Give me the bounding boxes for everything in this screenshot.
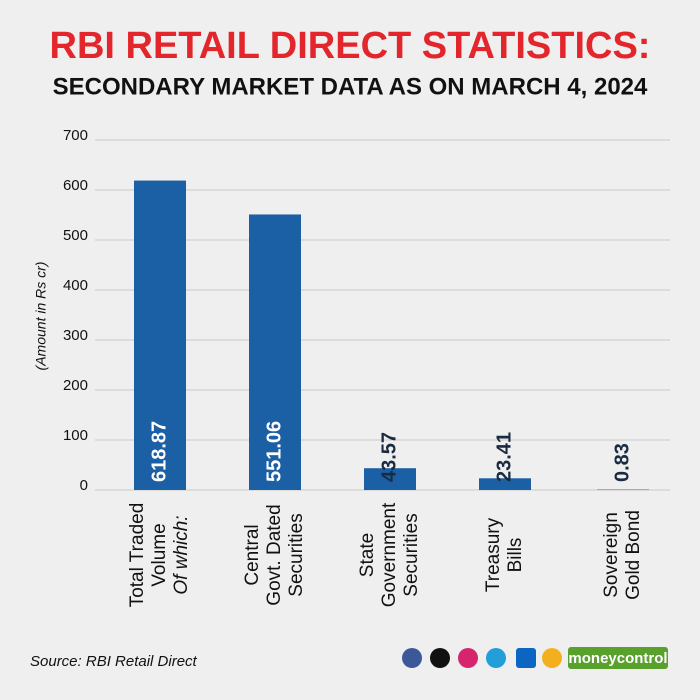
bar (134, 180, 186, 490)
y-tick-label: 0 (80, 477, 88, 494)
y-axis-label: (Amount in Rs cr) (33, 262, 49, 371)
x-tick-label-line: Treasury (483, 517, 504, 592)
icon[interactable] (486, 648, 506, 668)
x-tick-label-line: Of which: (171, 515, 192, 594)
x-tick-label-line: Sovereign (601, 512, 622, 598)
y-tick-label: 400 (63, 277, 88, 294)
social-icons: moneycontrol (402, 647, 668, 669)
icon[interactable] (516, 648, 536, 668)
source: Source: RBI Retail Direct (30, 653, 198, 670)
y-tick-label: 100 (63, 427, 88, 444)
icon[interactable] (458, 648, 478, 668)
chart-title: RBI RETAIL DIRECT STATISTICS: (50, 25, 651, 67)
x-tick-label-line: Bills (505, 538, 526, 573)
x-tick-label-line: Central (242, 524, 263, 585)
bar (364, 468, 416, 490)
value-label: 43.57 (378, 432, 400, 482)
x-tick-label: CentralGovt. DatedSecurities (242, 504, 307, 605)
bar (249, 214, 301, 490)
x-tick-label: StateGovernmentSecurities (357, 502, 422, 607)
x-tick-label-line: Govt. Dated (264, 504, 285, 605)
y-tick-label: 200 (63, 377, 88, 394)
bar (479, 478, 531, 490)
x-tick-label-line: Total Traded (127, 503, 148, 608)
y-tick-label: 600 (63, 177, 88, 194)
x-tick-label-line: State (357, 533, 378, 577)
icon[interactable] (402, 648, 422, 668)
value-label: 23.41 (493, 432, 515, 482)
x-tick-label-line: Volume (149, 523, 170, 586)
brand: moneycontrol (568, 650, 667, 667)
x-tick-label: SovereignGold Bond (601, 510, 644, 600)
value-label: 0.83 (611, 443, 633, 482)
x-tick-label-line: Securities (401, 513, 422, 596)
x-tick-label: TreasuryBills (483, 517, 526, 592)
x-tick-label: Total TradedVolumeOf which: (127, 503, 192, 608)
x-tick-label-line: Government (379, 502, 400, 607)
brand-badge (568, 647, 668, 669)
y-tick-label: 700 (63, 127, 88, 144)
x-tick-label-line: Securities (286, 513, 307, 596)
icon[interactable] (542, 648, 562, 668)
chart-subtitle: SECONDARY MARKET DATA AS ON MARCH 4, 202… (53, 73, 648, 100)
icon[interactable] (430, 648, 450, 668)
x-tick-label-line: Gold Bond (623, 510, 644, 600)
value-label: 551.06 (263, 421, 285, 482)
y-tick-label: 500 (63, 227, 88, 244)
y-tick-label: 300 (63, 327, 88, 344)
value-label: 618.87 (148, 421, 170, 482)
